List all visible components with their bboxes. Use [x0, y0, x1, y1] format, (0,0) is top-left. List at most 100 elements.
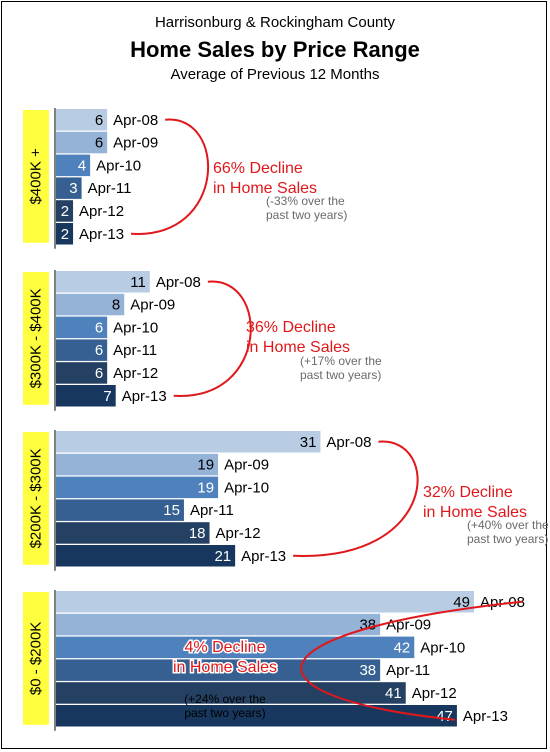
price-group: $400K + 6 Apr-08 6 Apr-09 4 Apr-10 3 Apr-11 2 Apr-… [23, 108, 347, 249]
category-label: Apr-09 [113, 135, 158, 152]
category-label: Apr-10 [96, 157, 141, 174]
bar [56, 339, 108, 361]
category-label: Apr-13 [463, 708, 508, 725]
group-label-bg [23, 592, 49, 725]
bar [56, 109, 108, 131]
category-label: Apr-12 [216, 525, 261, 542]
data-label: 49 [453, 594, 470, 611]
bar [56, 177, 82, 199]
decline-curve [293, 440, 419, 557]
category-label: Apr-08 [326, 434, 371, 451]
bar [56, 705, 457, 727]
category-label: Apr-08 [113, 112, 158, 129]
category-label: Apr-13 [79, 226, 124, 243]
decline-curve [300, 600, 523, 721]
annotation-decline: in Home Sales [173, 659, 277, 676]
chart-subtitle: Average of Previous 12 Months [170, 66, 380, 83]
data-label: 18 [189, 525, 206, 542]
data-label: 2 [61, 226, 69, 243]
bar [56, 636, 415, 659]
bar [56, 476, 219, 499]
data-label: 21 [214, 548, 231, 565]
annotation-decline: in Home Sales [213, 180, 317, 197]
category-label: Apr-08 [480, 594, 525, 611]
annotation-change: past two years) [467, 532, 548, 546]
bar [56, 659, 381, 681]
data-label: 47 [436, 708, 453, 725]
bar [56, 316, 108, 339]
annotation-change: past two years) [184, 706, 265, 720]
bar [56, 613, 381, 636]
bar [56, 154, 91, 177]
data-label: 6 [95, 342, 103, 359]
bar [56, 385, 116, 407]
category-label: Apr-11 [386, 662, 430, 679]
annotation-decline: 66% Decline [213, 160, 303, 177]
decline-curve [130, 118, 209, 235]
data-label: 6 [95, 112, 103, 129]
category-label: Apr-12 [113, 365, 158, 382]
category-label: Apr-09 [224, 457, 269, 474]
group-label-bg [23, 272, 49, 405]
price-group: $200K - $300K 31 Apr-08 19 Apr-09 19 Apr-10 15 A… [23, 430, 549, 571]
data-label: 4 [78, 157, 86, 174]
bar [56, 271, 150, 293]
group-label: $200K - $300K [28, 448, 45, 548]
category-label: Apr-10 [113, 319, 158, 336]
data-label: 31 [300, 434, 317, 451]
data-label: 19 [197, 457, 214, 474]
category-label: Apr-12 [79, 203, 124, 220]
data-label: 7 [103, 388, 111, 405]
data-label: 11 [130, 274, 146, 291]
annotation-change: past two years) [300, 368, 381, 382]
category-label: Apr-10 [420, 639, 465, 656]
data-label: 42 [394, 639, 411, 656]
bar [56, 499, 184, 521]
bar [56, 200, 74, 222]
group-label-bg [23, 432, 49, 565]
bar [56, 431, 321, 453]
category-label: Apr-11 [88, 180, 132, 197]
bar [56, 453, 219, 476]
annotation-decline: in Home Sales [423, 504, 527, 521]
annotation-change: (+17% over the [300, 354, 382, 368]
group-label: $300K - $400K [28, 288, 45, 388]
chart-title: Home Sales by Price Range [130, 37, 420, 62]
annotation-decline: in Home Sales [246, 339, 350, 356]
data-label: 38 [359, 617, 376, 634]
data-label: 41 [385, 685, 402, 702]
group-label-bg [23, 110, 49, 243]
category-label: Apr-10 [224, 479, 269, 496]
bar [56, 362, 108, 384]
data-label: 6 [95, 365, 103, 382]
category-label: Apr-13 [241, 548, 286, 565]
data-label: 19 [197, 479, 214, 496]
data-label: 38 [359, 662, 376, 679]
data-label: 2 [61, 203, 69, 220]
annotation-change: (+24% over the [184, 692, 266, 706]
bar [56, 223, 74, 245]
price-group: $300K - $400K 11 Apr-08 8 Apr-09 6 Apr-10 6 Apr-… [23, 270, 382, 411]
bar [56, 545, 236, 567]
decline-curve [173, 280, 252, 397]
data-label: 15 [163, 502, 180, 519]
data-label: 8 [112, 297, 120, 314]
category-label: Apr-08 [156, 274, 201, 291]
chart-supertitle: Harrisonburg & Rockingham County [154, 14, 396, 31]
category-label: Apr-13 [122, 388, 167, 405]
data-label: 6 [95, 319, 103, 336]
annotation-change: (-33% over the [266, 194, 345, 208]
annotation-decline: 36% Decline [246, 319, 336, 336]
bar [56, 522, 210, 544]
category-label: Apr-11 [190, 502, 234, 519]
annotation-decline: 4% Decline [185, 639, 266, 656]
annotation-decline: 32% Decline [423, 484, 513, 501]
bar [56, 293, 125, 316]
category-label: Apr-09 [130, 297, 175, 314]
group-label: $400K + [28, 148, 45, 205]
annotation-change: past two years) [266, 208, 347, 222]
data-label: 3 [69, 180, 77, 197]
bar [56, 131, 108, 154]
